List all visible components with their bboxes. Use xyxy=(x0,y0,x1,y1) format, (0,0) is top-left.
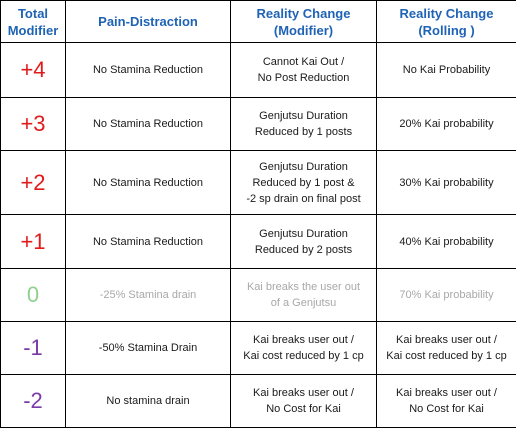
pain-distraction-cell: No Stamina Reduction xyxy=(66,215,231,269)
pain-distraction-cell: -25% Stamina drain xyxy=(66,269,231,322)
cell-line: No Cost for Kai xyxy=(379,401,514,417)
cell-line: No Stamina Reduction xyxy=(68,234,228,250)
cell-line: 30% Kai probability xyxy=(379,175,514,191)
cell-line: -2 sp drain on final post xyxy=(233,191,374,207)
reality-change-rolling-cell: No Kai Probability xyxy=(377,43,516,98)
cell-line: Kai cost reduced by 1 cp xyxy=(233,348,374,364)
cell-line: Kai breaks user out / xyxy=(233,385,374,401)
cell-line: 20% Kai probability xyxy=(379,116,514,132)
cell-line: No Stamina Reduction xyxy=(68,116,228,132)
cell-line: Genjutsu Duration xyxy=(233,108,374,124)
modifier-value: +2 xyxy=(1,151,66,215)
header-row: Total Modifier Pain-Distraction Reality … xyxy=(1,1,516,43)
cell-line: No Kai Probability xyxy=(379,62,514,78)
reality-change-rolling-cell: 70% Kai probability xyxy=(377,269,516,322)
cell-line: 70% Kai probability xyxy=(379,287,514,303)
cell-line: of a Genjutsu xyxy=(233,295,374,311)
reality-change-modifier-cell: Cannot Kai Out /No Post Reduction xyxy=(231,43,377,98)
modifier-value: +3 xyxy=(1,98,66,151)
cell-line: Reduced by 2 posts xyxy=(233,242,374,258)
cell-line: No Stamina Reduction xyxy=(68,62,228,78)
reality-change-rolling-cell: Kai breaks user out /No Cost for Kai xyxy=(377,375,516,428)
cell-line: 40% Kai probability xyxy=(379,234,514,250)
cell-line: No Post Reduction xyxy=(233,70,374,86)
cell-line: Kai breaks user out / xyxy=(379,385,514,401)
cell-line: Kai breaks the user out xyxy=(233,279,374,295)
cell-line: Genjutsu Duration xyxy=(233,159,374,175)
pain-distraction-cell: No Stamina Reduction xyxy=(66,151,231,215)
header-pain-distraction: Pain-Distraction xyxy=(66,1,231,43)
cell-line: -50% Stamina Drain xyxy=(68,340,228,356)
cell-line: No Cost for Kai xyxy=(233,401,374,417)
modifier-value: 0 xyxy=(1,269,66,322)
modifier-value: +4 xyxy=(1,43,66,98)
cell-line: No Stamina Reduction xyxy=(68,175,228,191)
cell-line: Reduced by 1 posts xyxy=(233,124,374,140)
reality-change-rolling-cell: Kai breaks user out /Kai cost reduced by… xyxy=(377,322,516,375)
reality-change-rolling-cell: 40% Kai probability xyxy=(377,215,516,269)
cell-line: Kai cost reduced by 1 cp xyxy=(379,348,514,364)
modifier-value: +1 xyxy=(1,215,66,269)
pain-distraction-cell: No stamina drain xyxy=(66,375,231,428)
cell-line: Reduced by 1 post & xyxy=(233,175,374,191)
pain-distraction-cell: No Stamina Reduction xyxy=(66,98,231,151)
pain-distraction-cell: No Stamina Reduction xyxy=(66,43,231,98)
reality-change-rolling-cell: 20% Kai probability xyxy=(377,98,516,151)
reality-change-modifier-cell: Kai breaks user out /Kai cost reduced by… xyxy=(231,322,377,375)
modifier-value: -2 xyxy=(1,375,66,428)
pain-distraction-cell: -50% Stamina Drain xyxy=(66,322,231,375)
cell-line: Kai breaks user out / xyxy=(379,332,514,348)
cell-line: Cannot Kai Out / xyxy=(233,54,374,70)
reality-change-rolling-cell: 30% Kai probability xyxy=(377,151,516,215)
cell-line: Genjutsu Duration xyxy=(233,226,374,242)
header-reality-change-modifier: Reality Change (Modifier) xyxy=(231,1,377,43)
modifier-value: -1 xyxy=(1,322,66,375)
cell-line: Kai breaks user out / xyxy=(233,332,374,348)
cell-line: No stamina drain xyxy=(68,393,228,409)
header-total-modifier: Total Modifier xyxy=(1,1,66,43)
cell-line: -25% Stamina drain xyxy=(68,287,228,303)
header-reality-change-rolling: Reality Change (Rolling ) xyxy=(377,1,516,43)
reality-change-modifier-cell: Kai breaks user out /No Cost for Kai xyxy=(231,375,377,428)
